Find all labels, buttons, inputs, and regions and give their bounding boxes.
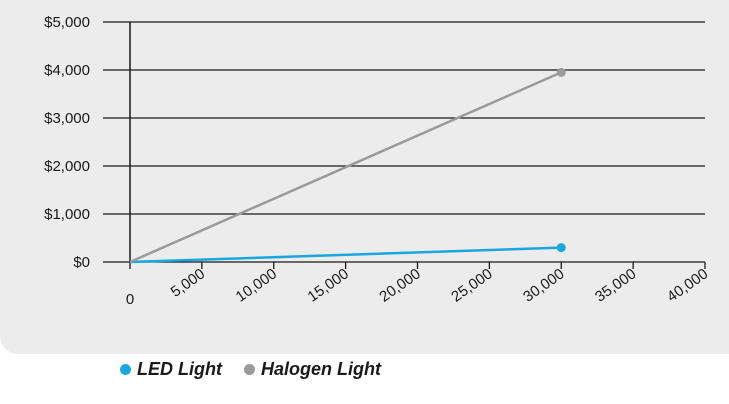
led-data-point (556, 243, 566, 253)
y-tick-label: $1,000 (44, 206, 90, 223)
x-tick-label: 40,000 (664, 265, 711, 305)
x-tick-label: 15,000 (305, 265, 352, 305)
legend-item-led: LED Light (120, 359, 222, 380)
legend-label-halogen: Halogen Light (260, 358, 381, 379)
y-tick-label: $3,000 (44, 110, 90, 127)
y-tick-label: $2,000 (44, 158, 90, 175)
x-tick-label: 25,000 (448, 265, 495, 305)
legend-label-led: LED Light (137, 358, 222, 379)
y-tick-labels: $0 $1,000 $2,000 $3,000 $4,000 $5,000 (44, 14, 90, 271)
x-tick-label: 5,000 (168, 265, 209, 300)
halogen-legend-dot-icon (243, 363, 255, 375)
x-tick-label: 30,000 (520, 265, 567, 305)
x-tick-label: 20,000 (376, 265, 423, 305)
axes (129, 22, 706, 269)
led-legend-dot-icon (120, 363, 131, 375)
led-series-line (129, 246, 562, 264)
y-tick-label: $5,000 (44, 14, 90, 31)
x-tick-label: 0 (126, 291, 134, 308)
legend: LED Light Halogen Light (120, 356, 381, 382)
x-tick-label: 10,000 (233, 265, 280, 305)
x-tick-label: 35,000 (592, 265, 639, 305)
x-tick-labels: 0 5,000 10,000 15,000 20,000 25,000 30,000 35,0… (126, 265, 711, 308)
halogen-data-point (556, 67, 566, 77)
series (129, 67, 566, 264)
line-chart: $0 $1,000 $2,000 $3,000 $4,000 $5,000 0 5,000 1… (44, 14, 711, 308)
gridlines (103, 21, 705, 263)
legend-item-halogen: Halogen Light (243, 358, 381, 380)
chart-panel: $0 $1,000 $2,000 $3,000 $4,000 $5,000 0 5,000 1… (0, 0, 729, 354)
y-tick-label: $0 (73, 254, 90, 271)
y-tick-label: $4,000 (44, 62, 90, 79)
halogen-series-line (129, 71, 562, 264)
